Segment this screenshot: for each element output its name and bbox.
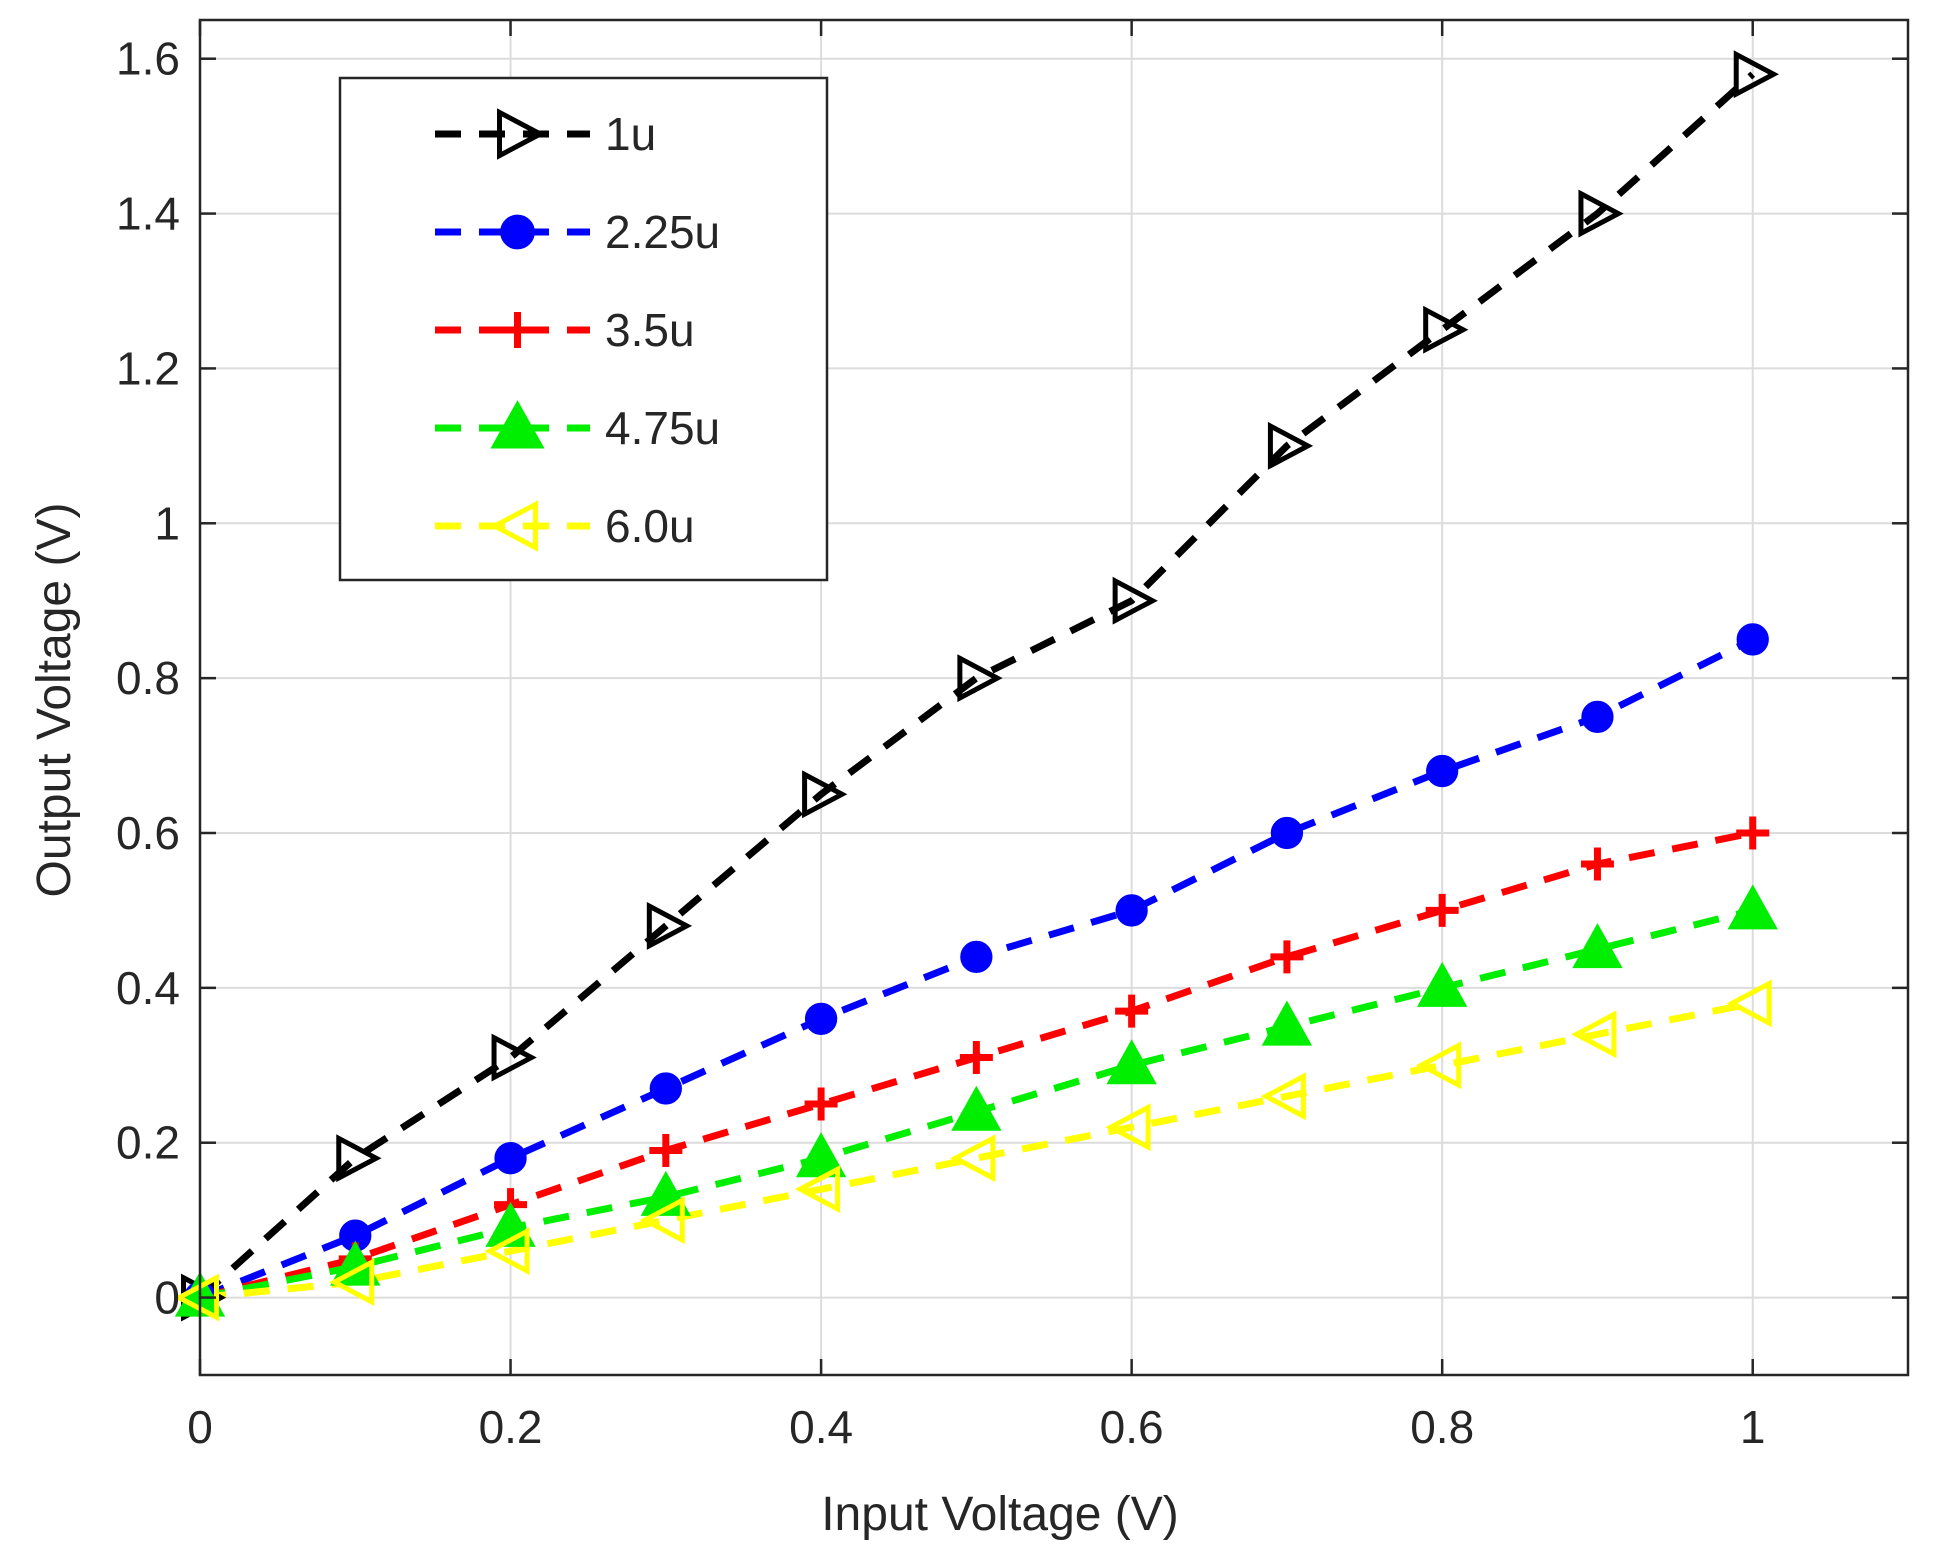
data-point xyxy=(1105,1103,1151,1152)
x-tick-label: 0 xyxy=(187,1401,213,1453)
data-point xyxy=(1106,1039,1157,1085)
data-point xyxy=(1736,816,1770,850)
y-tick-label: 0.8 xyxy=(116,652,180,704)
data-point xyxy=(804,1087,838,1121)
data-point xyxy=(795,1132,847,1178)
data-point xyxy=(804,1002,838,1035)
axis-ticks: 0 0.2 0.4 0.6 0.8 1 0 0.2 0.4 0.6 0.8 1 1.2 1.4 1.6 xyxy=(116,20,1908,1453)
data-point xyxy=(1260,1072,1306,1121)
legend: 1u 2.25u 3.5u 4.75u 6.0u xyxy=(338,76,829,582)
y-tick-label: 0.6 xyxy=(116,807,180,859)
data-point xyxy=(1733,50,1779,99)
data-point xyxy=(1580,847,1614,881)
data-point xyxy=(1112,576,1158,625)
data-point xyxy=(1578,189,1624,238)
data-point xyxy=(1415,1041,1462,1090)
x-tick-label: 0.8 xyxy=(1410,1401,1474,1453)
data-point xyxy=(1425,893,1459,927)
data-point xyxy=(649,1072,682,1105)
data-point xyxy=(959,1041,993,1075)
data-point xyxy=(639,1196,685,1245)
legend-label: 6.0u xyxy=(605,500,695,552)
y-axis-label: Output Voltage (V) xyxy=(28,503,81,898)
data-point xyxy=(1417,961,1468,1007)
legend-label: 3.5u xyxy=(605,304,695,356)
x-tick-label: 0.4 xyxy=(789,1401,853,1453)
data-point xyxy=(950,1134,996,1183)
legend-label: 4.75u xyxy=(605,402,720,454)
data-point xyxy=(1726,979,1772,1028)
data-point xyxy=(1581,700,1614,733)
legend-label: 1u xyxy=(605,108,656,160)
legend-marker xyxy=(489,500,538,552)
data-point xyxy=(1571,1010,1617,1059)
y-tick-label: 1.6 xyxy=(116,33,180,85)
data-point xyxy=(484,1227,530,1276)
data-point xyxy=(649,1133,683,1167)
data-point xyxy=(1115,994,1149,1028)
x-tick-label: 0.6 xyxy=(1100,1401,1164,1453)
y-tick-label: 0.2 xyxy=(116,1117,180,1169)
x-tick-label: 0.2 xyxy=(479,1401,543,1453)
data-point xyxy=(1727,884,1778,930)
data-point xyxy=(1423,305,1469,354)
legend-marker xyxy=(500,214,535,250)
legend-label: 2.25u xyxy=(605,206,720,258)
data-point xyxy=(646,901,693,950)
data-point xyxy=(960,940,993,974)
data-point xyxy=(1115,894,1148,927)
data-point xyxy=(1736,623,1769,656)
data-point xyxy=(1426,754,1459,788)
data-point xyxy=(794,1165,841,1214)
data-point xyxy=(802,770,848,819)
legend-marker xyxy=(490,400,545,449)
data-point xyxy=(336,1134,382,1183)
data-point xyxy=(1572,923,1623,969)
x-axis-label: Input Voltage (V) xyxy=(821,1488,1179,1541)
y-tick-label: 0 xyxy=(154,1272,180,1324)
y-tick-label: 1.4 xyxy=(116,188,180,240)
data-point xyxy=(957,654,1003,703)
data-point xyxy=(951,1085,1002,1131)
data-point xyxy=(173,1273,219,1322)
legend-marker xyxy=(499,312,536,348)
y-tick-label: 1.2 xyxy=(116,342,180,394)
y-tick-label: 1 xyxy=(154,497,180,549)
x-tick-label: 1 xyxy=(1740,1401,1766,1453)
data-point xyxy=(329,1258,375,1307)
data-point xyxy=(1261,1000,1313,1046)
data-point xyxy=(491,1033,537,1082)
data-point xyxy=(1270,940,1304,974)
series-line-0 xyxy=(197,71,1756,1301)
y-tick-label: 0.4 xyxy=(116,962,180,1014)
plot-frame xyxy=(198,18,1910,1377)
data-point xyxy=(1267,421,1314,470)
data-point xyxy=(494,1142,527,1175)
legend-marker xyxy=(497,108,546,160)
data-point xyxy=(1270,816,1304,850)
